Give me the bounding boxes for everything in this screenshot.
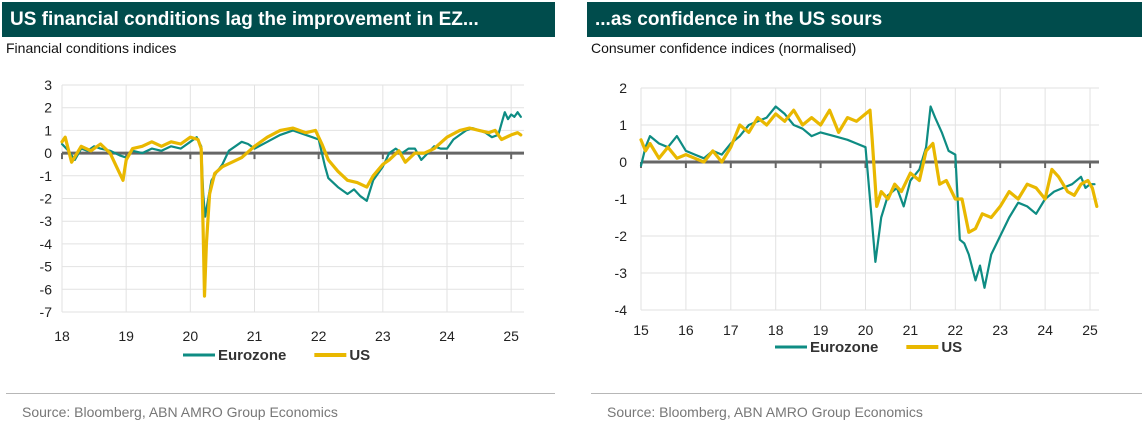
- chart-subtitle: Financial conditions indices: [6, 40, 177, 56]
- y-tick-label: -1: [615, 191, 628, 207]
- chart-subtitle: Consumer confidence indices (normalised): [591, 40, 857, 56]
- y-tick-label: -3: [40, 213, 53, 229]
- x-tick-label: 22: [948, 322, 964, 338]
- x-tick-label: 20: [858, 322, 874, 338]
- y-tick-label: -5: [40, 259, 53, 275]
- x-tick-label: 25: [1082, 322, 1098, 338]
- y-tick-label: 0: [619, 154, 627, 170]
- legend-label-eurozone: Eurozone: [218, 347, 286, 364]
- series-line-us: [60, 126, 523, 298]
- source-note: Source: Bloomberg, ABN AMRO Group Econom…: [607, 404, 923, 420]
- chart-title: US financial conditions lag the improvem…: [2, 2, 555, 37]
- legend: Eurozone US: [183, 347, 370, 364]
- consumer-confidence-chart: 210-1-2-3-415 16 17 18 19 20 21 22 23 24 25Eurozon…: [615, 80, 1099, 356]
- x-tick-label: 19: [118, 328, 134, 344]
- series-line-eurozone: [639, 105, 1096, 289]
- chart-panel-financial-conditions: US financial conditions lag the improvem…: [0, 0, 556, 424]
- y-tick-label: 3: [44, 77, 52, 93]
- source-divider: [6, 393, 555, 394]
- x-tick-label: 25: [503, 328, 519, 344]
- legend-label-us: US: [941, 339, 962, 356]
- series-line-us: [639, 108, 1099, 234]
- x-tick-label: 20: [183, 328, 199, 344]
- y-tick-label: 0: [44, 145, 52, 161]
- x-tick-label: 18: [54, 328, 70, 344]
- y-tick-label: -7: [40, 304, 53, 320]
- x-tick-label: 16: [678, 322, 694, 338]
- y-tick-label: -2: [40, 191, 53, 207]
- y-tick-label: -1: [40, 168, 53, 184]
- x-tick-label: 23: [992, 322, 1008, 338]
- y-tick-label: -2: [615, 228, 628, 244]
- chart-title: ...as confidence in the US sours: [587, 2, 1142, 37]
- x-tick-label: 23: [375, 328, 391, 344]
- y-tick-label: 1: [619, 117, 627, 133]
- y-tick-label: -4: [40, 236, 53, 252]
- y-tick-label: -4: [615, 302, 628, 318]
- x-tick-label: 22: [311, 328, 327, 344]
- y-tick-label: 2: [44, 100, 52, 116]
- x-tick-label: 17: [723, 322, 739, 338]
- x-tick-label: 15: [633, 322, 649, 338]
- x-tick-label: 24: [1037, 322, 1053, 338]
- x-tick-label: 18: [768, 322, 784, 338]
- chart-panel-consumer-confidence: ...as confidence in the US sours Consume…: [585, 0, 1144, 424]
- legend-label-us: US: [349, 347, 370, 364]
- gridlines: [61, 84, 524, 313]
- y-tick-label: 1: [44, 122, 52, 138]
- source-note: Source: Bloomberg, ABN AMRO Group Econom…: [22, 404, 338, 420]
- x-tick-label: 21: [903, 322, 919, 338]
- y-tick-label: -6: [40, 281, 53, 297]
- source-divider: [591, 393, 1142, 394]
- legend-label-eurozone: Eurozone: [810, 339, 878, 356]
- y-tick-label: 2: [619, 80, 627, 96]
- x-tick-label: 24: [439, 328, 455, 344]
- legend: Eurozone US: [775, 339, 962, 356]
- x-tick-label: 19: [813, 322, 829, 338]
- x-tick-label: 21: [247, 328, 263, 344]
- y-tick-label: -3: [615, 265, 628, 281]
